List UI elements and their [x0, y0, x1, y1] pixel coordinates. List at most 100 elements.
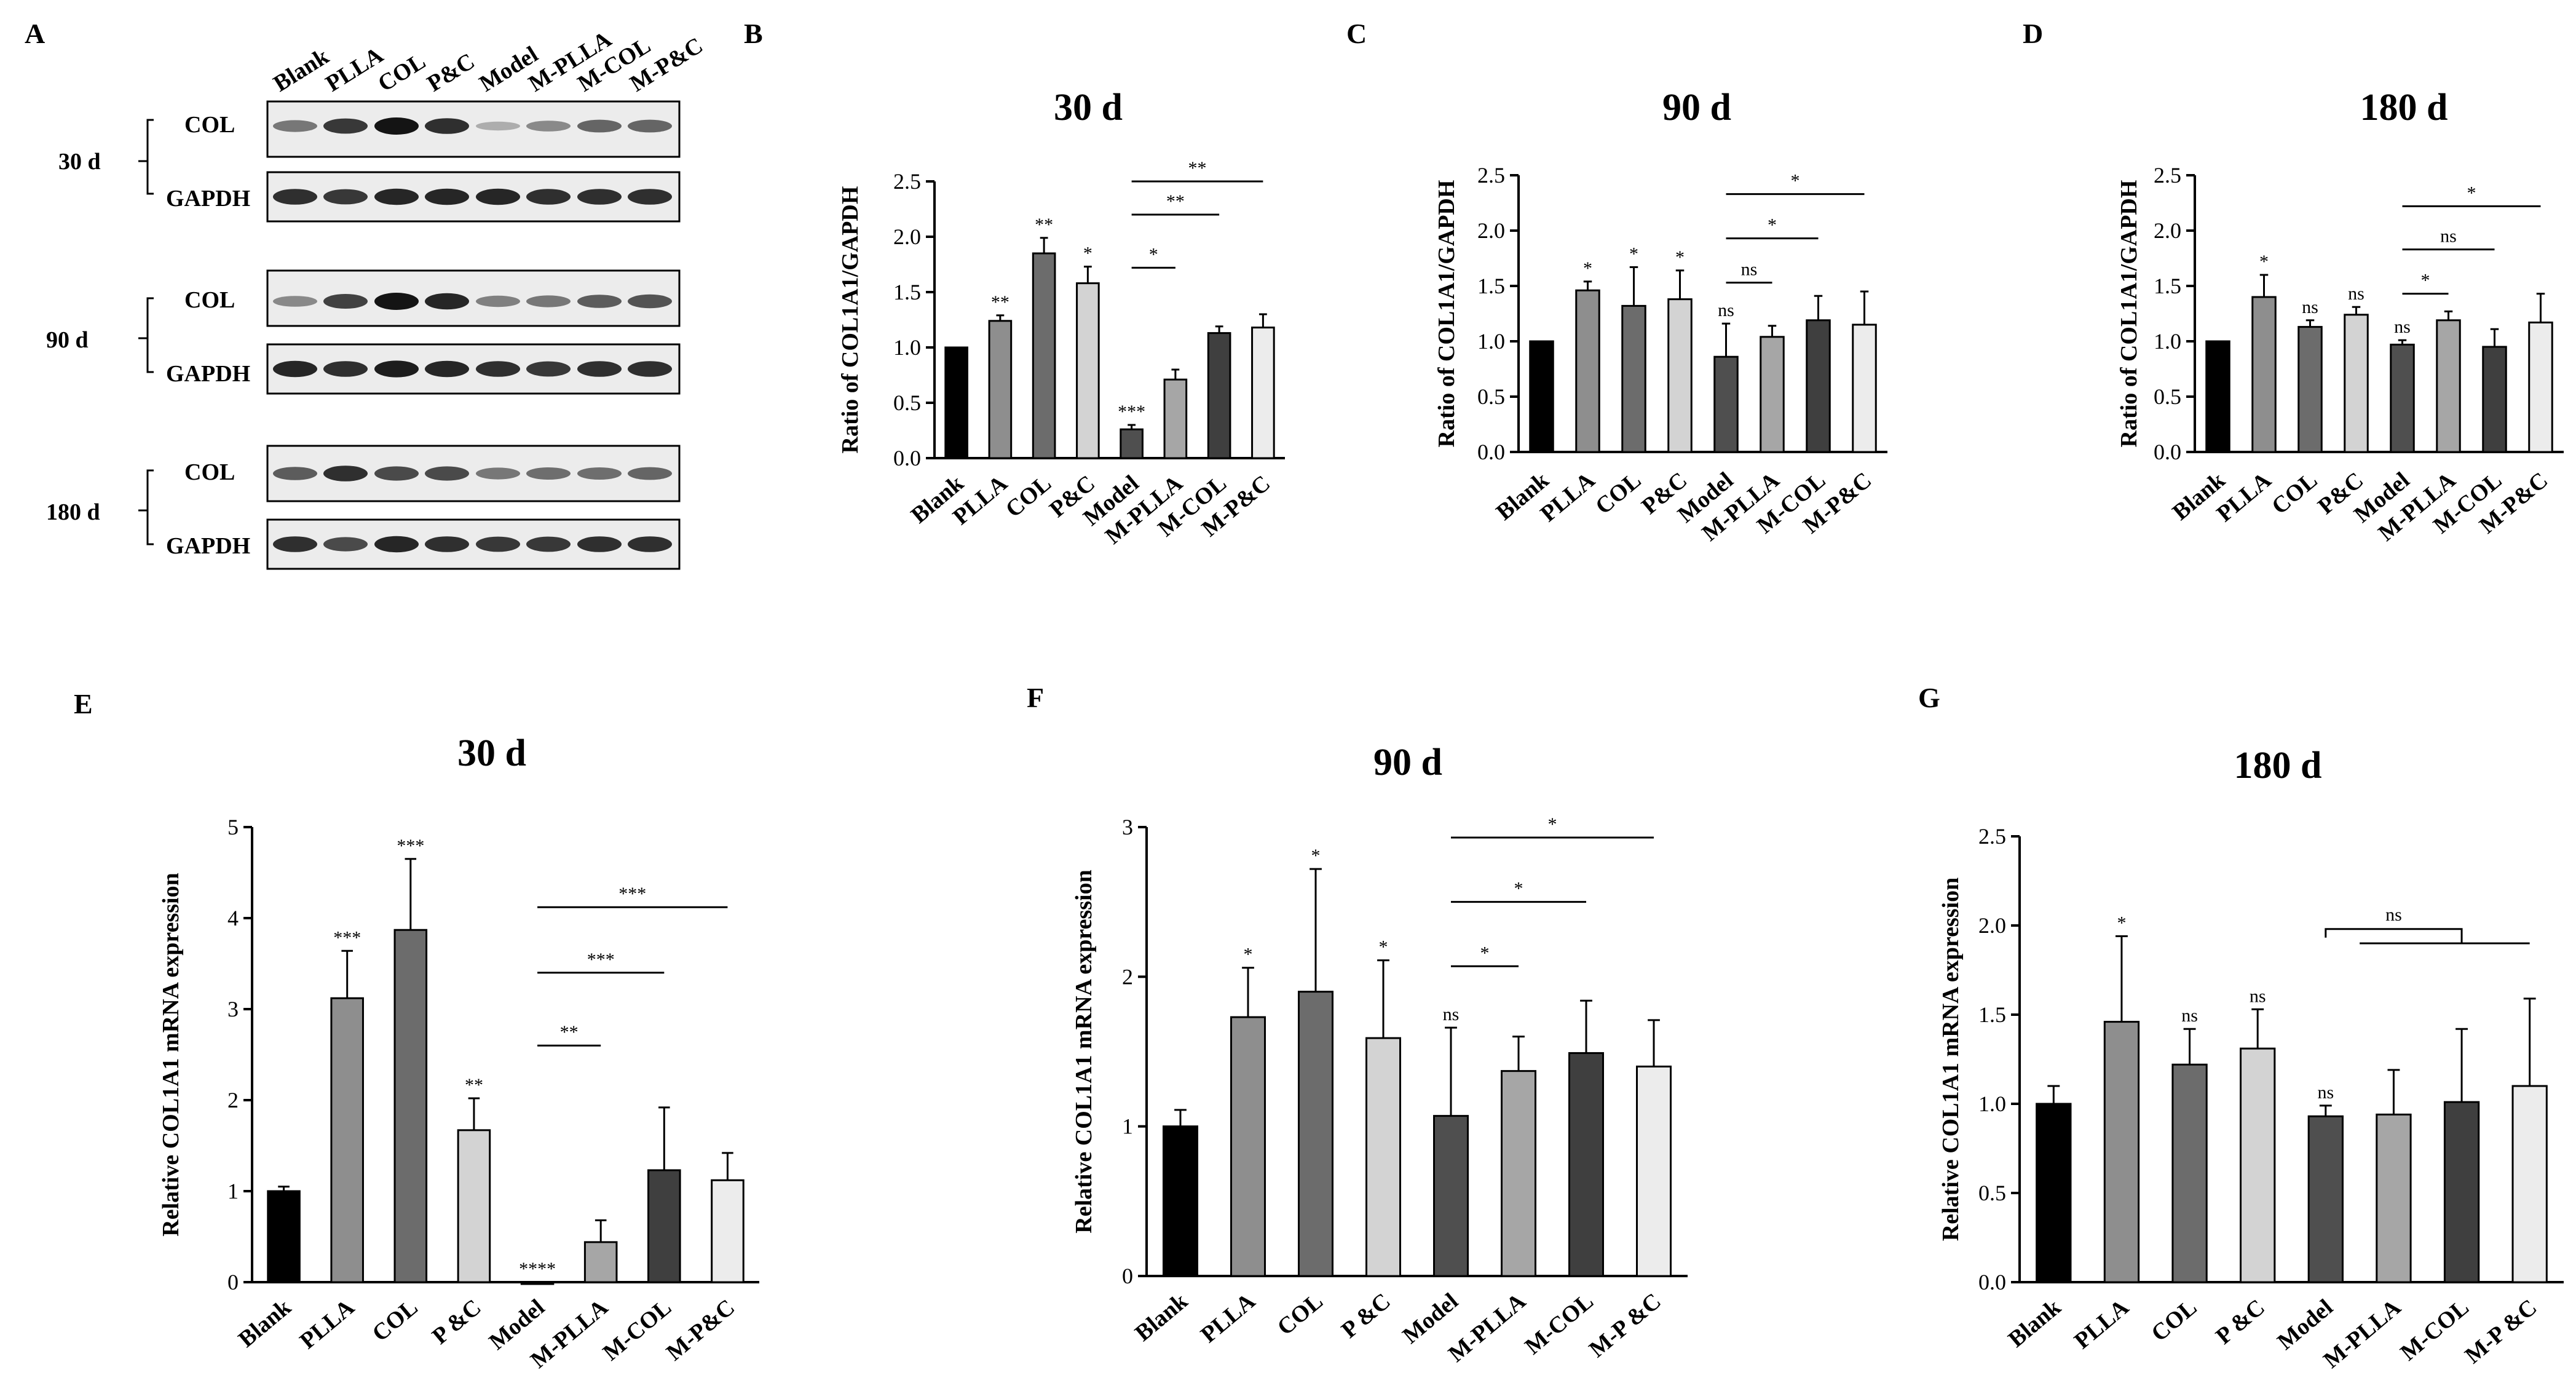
bar: [2390, 343, 2415, 453]
panel-label-e: E: [74, 688, 93, 719]
category-label: Blank: [2004, 1294, 2066, 1352]
blot-band: [577, 467, 622, 480]
bar: [1760, 336, 1785, 453]
y-tick-label: 2.0: [1477, 218, 1505, 243]
blot-band: [425, 118, 469, 134]
y-axis-label: Ratio of COL1A1/GAPDH: [1434, 180, 1460, 448]
blot-band: [273, 360, 317, 378]
significance-label: *: [2259, 252, 2269, 272]
bar: [2482, 346, 2507, 453]
y-tick-label: 0.0: [2154, 440, 2181, 464]
blot-band: [374, 188, 419, 205]
bar: [1120, 428, 1144, 459]
blot-band-label: COL: [184, 459, 235, 485]
blot-band: [374, 293, 419, 310]
blot-band: [425, 360, 469, 378]
blot-band: [425, 536, 469, 552]
blot-band: [273, 189, 317, 205]
blot-band: [628, 294, 672, 309]
category-label: P &C: [427, 1294, 486, 1350]
y-tick-label: 0: [227, 1270, 239, 1294]
category-label: COL: [1590, 467, 1646, 520]
chart-c: 90 d Ratio of COL1A1/GAPDH 0.0 0.5 1.0 1.5 2.0…: [1434, 87, 1887, 546]
category-label: COL: [368, 1294, 423, 1347]
bar: [1230, 1016, 1266, 1277]
blot-band: [374, 466, 419, 481]
bar: [1163, 378, 1188, 459]
significance-label: *: [1244, 945, 1253, 965]
bar: [2103, 1021, 2140, 1283]
blot-band-label: COL: [184, 112, 235, 138]
blot-band: [425, 293, 469, 310]
significance-label: **: [465, 1075, 483, 1095]
bar: [1365, 1037, 1401, 1277]
y-tick-label: 1.5: [2154, 274, 2181, 298]
y-tick-label: 3: [1122, 815, 1133, 839]
panel-label-g: G: [1918, 682, 1940, 713]
bar: [1076, 282, 1100, 459]
y-tick-label: 1.0: [1477, 329, 1505, 354]
blot-band: [323, 361, 368, 377]
y-tick-label: 1.5: [893, 280, 921, 304]
blot-band: [628, 361, 672, 377]
chart-title: 180 d: [2234, 745, 2322, 787]
chart-d: 180 d Ratio of COL1A1/GAPDH 0.0 0.5 1.0 1.5 2.…: [2116, 87, 2564, 546]
blot-band: [476, 536, 520, 552]
y-tick-label: 2: [1122, 964, 1133, 989]
bar: [1433, 1115, 1469, 1277]
blot-brace-180d: [138, 469, 154, 545]
blot-band: [273, 120, 317, 132]
blot-bands: [273, 117, 672, 135]
significance-label: *: [1379, 937, 1388, 957]
chart-g: 180 d Relative COL1A1 mRNA expression 0.0 0…: [1938, 745, 2564, 1373]
y-tick-label: 2.5: [893, 169, 921, 194]
blot-band: [273, 467, 317, 480]
significance-label: ***: [1118, 402, 1145, 422]
y-tick-label: 0.5: [2154, 384, 2181, 409]
lane-label-blank: Blank: [269, 43, 334, 97]
bracket-label: *: [2421, 271, 2430, 291]
significance-label: **: [991, 292, 1009, 312]
bar: [1852, 323, 1877, 453]
bar: [1568, 1052, 1604, 1277]
blot-band: [323, 466, 368, 482]
y-axis-label: Ratio of COL1A1/GAPDH: [2116, 180, 2142, 448]
significance-label: ns: [2302, 297, 2318, 317]
bar: [583, 1241, 618, 1283]
blot-bands: [273, 466, 672, 482]
y-tick-label: 2.5: [2154, 163, 2181, 188]
category-label: M-PLLA: [2318, 1294, 2406, 1373]
category-label: COL: [2146, 1294, 2202, 1347]
category-label: PLLA: [1536, 467, 1600, 527]
blot-band-label: GAPDH: [166, 533, 250, 559]
blot-band: [273, 296, 317, 307]
bar: [267, 1190, 301, 1283]
blot-band: [476, 361, 520, 377]
bar: [2251, 296, 2277, 453]
y-tick-label: 2.0: [2154, 218, 2181, 243]
panel-label-a: A: [25, 18, 45, 49]
blot-band: [374, 360, 419, 378]
blot-band: [577, 536, 622, 552]
significance-label: *: [1083, 244, 1092, 264]
bar: [2511, 1085, 2548, 1283]
bracket-label: ***: [587, 949, 615, 970]
bar: [1163, 1125, 1198, 1277]
bracket-label: *: [1548, 814, 1557, 834]
y-tick-label: 0.5: [1978, 1181, 2006, 1205]
bar: [2436, 319, 2461, 453]
blot-band: [577, 189, 622, 205]
y-tick-label: 0: [1122, 1264, 1133, 1288]
bracket-label: *: [1480, 943, 1490, 963]
y-axis-label: Relative COL1A1 mRNA expression: [158, 873, 184, 1236]
category-label: M-COL: [598, 1294, 676, 1366]
blot-time-180d: 180 d: [46, 499, 100, 525]
bar: [1298, 991, 1333, 1277]
blot-band: [577, 119, 622, 133]
blot-band: [323, 118, 368, 134]
blot-brace-90d: [138, 297, 154, 373]
bracket-label: *: [2467, 183, 2476, 203]
category-label: Blank: [234, 1294, 296, 1352]
blot-bands: [273, 536, 672, 553]
